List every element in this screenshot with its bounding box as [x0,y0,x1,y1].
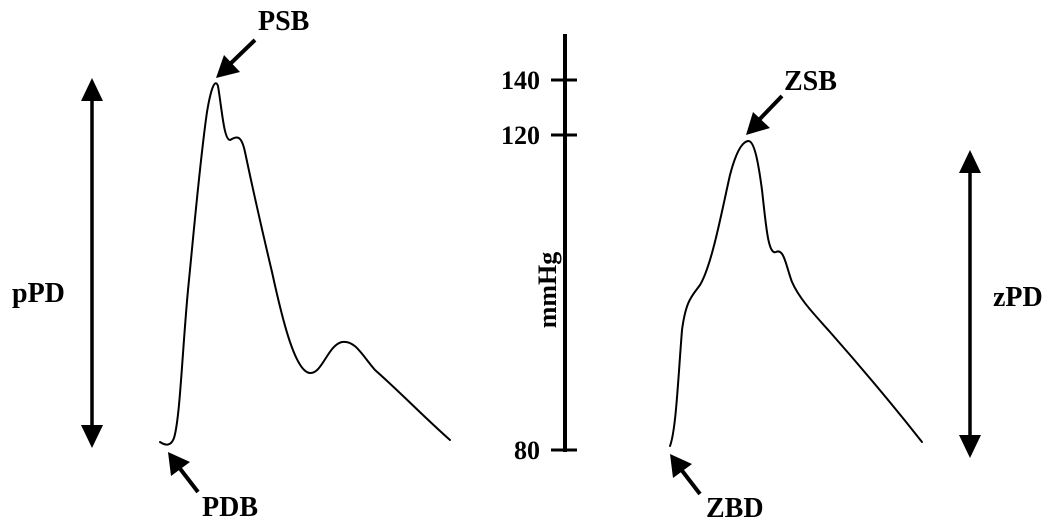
tick-label-120: 120 [501,121,540,150]
right-range-label: zPD [993,282,1043,313]
left-base-arrow [168,452,200,494]
tick-label-80: 80 [514,436,540,465]
left-pulse-curve [159,82,451,446]
right-range-arrow [959,150,981,458]
right-base-label: ZBD [706,493,764,523]
pressure-axis: 140 120 80 mmHg [501,34,577,465]
tick-label-140: 140 [501,66,540,95]
left-waveform-group: pPD PSB PDB [12,6,451,523]
left-peak-arrow [216,38,257,78]
left-base-label: PDB [202,492,258,523]
left-range-arrow [81,78,103,448]
right-pulse-curve [669,140,923,447]
left-peak-label: PSB [258,6,309,37]
right-peak-label: ZSB [784,66,837,97]
right-peak-arrow [746,94,784,135]
right-base-arrow [670,454,702,496]
axis-unit-label: mmHg [533,252,562,329]
left-range-label: pPD [12,278,65,309]
right-waveform-group: ZSB ZBD zPD [669,66,1043,523]
